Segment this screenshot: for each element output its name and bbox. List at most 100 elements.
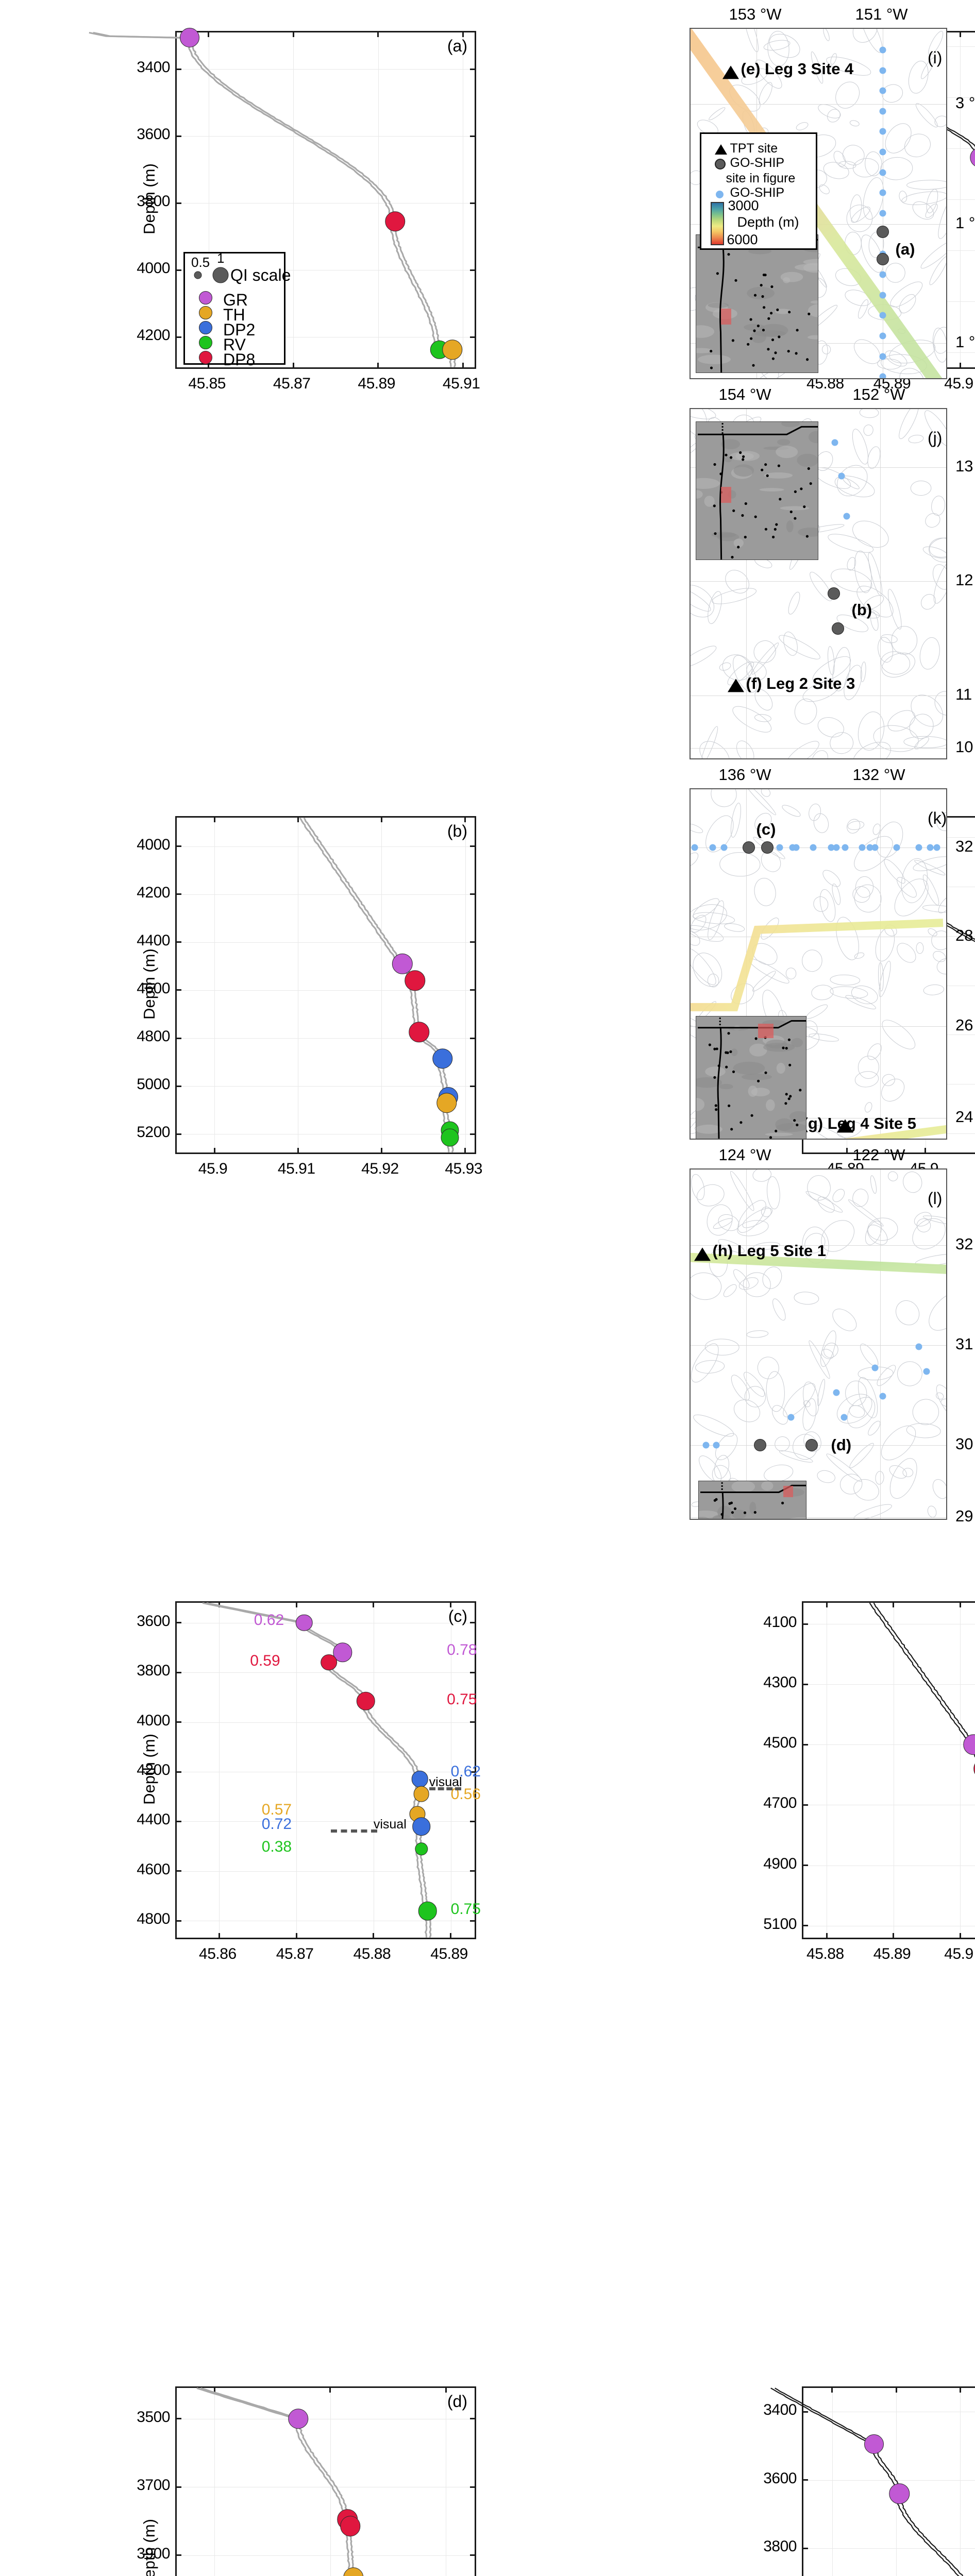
data-point-th [436,1092,457,1113]
qi-scale-dot-large [212,267,229,283]
y-tick-right [470,68,475,70]
y-tick-label: 3400 [763,2401,797,2419]
map-gridline-horizontal [691,104,946,105]
map-lat-label: 11 °N [955,685,975,703]
qi-annotation: 0.72 [261,1816,292,1833]
y-tick [803,1925,808,1927]
profile-traces [869,1602,975,1758]
x-tick-label: 45.85 [188,375,226,392]
map-gridline-horizontal [691,748,946,749]
data-point-gr [179,27,199,47]
tpt-site-label: (f) Leg 2 Site 3 [746,674,855,692]
y-tick [803,1865,808,1867]
profile-legend: 0.5 1 QI scale GR TH DP2 RV DP8 [183,250,291,369]
map-lon-label: 122 °W [852,1146,905,1164]
legend-label-gr: GR [223,291,248,309]
map-lon-label: 154 °W [718,385,771,403]
map-legend-goship-label: GO-SHIP [730,185,785,200]
goship-station-dot [702,1442,710,1449]
x-tick-top [213,817,215,822]
gridline-horizontal [177,846,475,847]
goship-station-dot [879,169,886,176]
map-lat-label: 1 °S [955,333,975,351]
y-tick [176,1820,181,1822]
y-tick-right [470,893,475,895]
y-tick-right [470,989,475,991]
y-axis-title: Depth (m) [140,163,158,234]
gridline-horizontal [177,1672,475,1673]
map-gridline-horizontal [691,1026,946,1027]
goship-site-marker [827,587,840,600]
y-tick-label: 3600 [763,2469,797,2487]
x-tick-top [292,32,294,37]
y-tick-right [470,1820,475,1822]
y-tick [176,1671,181,1673]
qi-scale-label: QI scale [230,266,291,284]
gridline-horizontal [177,1722,475,1723]
map-lat-label: 13 °N [955,456,975,475]
data-point-rv [414,1842,428,1856]
x-tick-top [895,2387,897,2393]
survey-swath [691,919,946,1139]
x-tick-label: 45.93 [445,1160,482,1177]
goship-station-dot [927,844,934,851]
figure-canvas: (a) 45.85 45.87 45.89 45.91 3400 3600 3800 4000 4… [89,5,975,2576]
y-tick-label: 4400 [137,931,170,949]
y-axis-title: Depth (m) [140,1734,158,1805]
map-lat-label: 10 °N [955,738,975,756]
profile-panel-b: (b) [175,816,476,1154]
survey-swath [691,1252,946,1274]
map-gridline-vertical [746,409,747,758]
y-tick-label: 5000 [137,1076,170,1093]
goship-station-dot [843,513,850,520]
qi-large-label: 1 [217,250,225,266]
map-gridline-horizontal [691,1245,946,1246]
inset-basemap [696,1016,806,1139]
x-tick [464,1148,466,1153]
y-tick [176,68,181,70]
y-tick [176,1037,181,1039]
map-lat-label: 29 °N [955,1507,975,1526]
tpt-icon [714,144,727,155]
goship-station-dot [859,844,865,851]
tpt-site-marker [837,1119,853,1133]
goship-station-dot [810,844,816,851]
panel-id: (b) [447,822,467,840]
y-tick [176,2418,181,2420]
tpt-site-label: (e) Leg 3 Site 4 [741,60,854,78]
legend-dot-dp2 [199,321,212,334]
x-tick-top [445,2387,447,2393]
x-tick-top [380,817,382,822]
goship-station-dot [879,148,886,156]
map-lon-label: 124 °W [718,1146,771,1164]
data-point-gr [889,2483,910,2504]
panel-id: (a) [447,37,467,55]
x-tick [924,1148,927,1153]
x-tick-top [893,1602,895,1607]
profile-panel-d: (d) [175,2386,476,2576]
data-point-th [343,2567,364,2576]
data-point-rv [441,1128,459,1147]
y-tick-right [470,1085,475,1087]
x-tick-label: 45.89 [430,1945,468,1962]
goship-station-dot [720,844,728,851]
goship-station-dot [842,844,849,851]
x-tick-top [329,2387,331,2393]
y-tick-right [470,941,475,943]
x-tick-label: 45.87 [276,1945,314,1962]
map-gridline-horizontal [691,467,946,468]
goship-station-dot [879,189,886,196]
goship-station-dot [793,844,800,851]
goship-site-marker [876,252,889,265]
tpt-site-marker [722,65,739,79]
gridline-vertical [960,1603,961,1938]
gridline-horizontal [177,2555,475,2556]
visual-annotation: visual [373,1817,407,1832]
x-tick [373,1933,375,1938]
y-tick-label: 4100 [763,1614,797,1631]
y-tick-label: 4900 [763,1855,797,1872]
map-gridline-horizontal [691,1345,946,1346]
x-tick-top [464,817,466,822]
x-tick [450,1933,452,1938]
data-point-gr [864,2434,884,2454]
